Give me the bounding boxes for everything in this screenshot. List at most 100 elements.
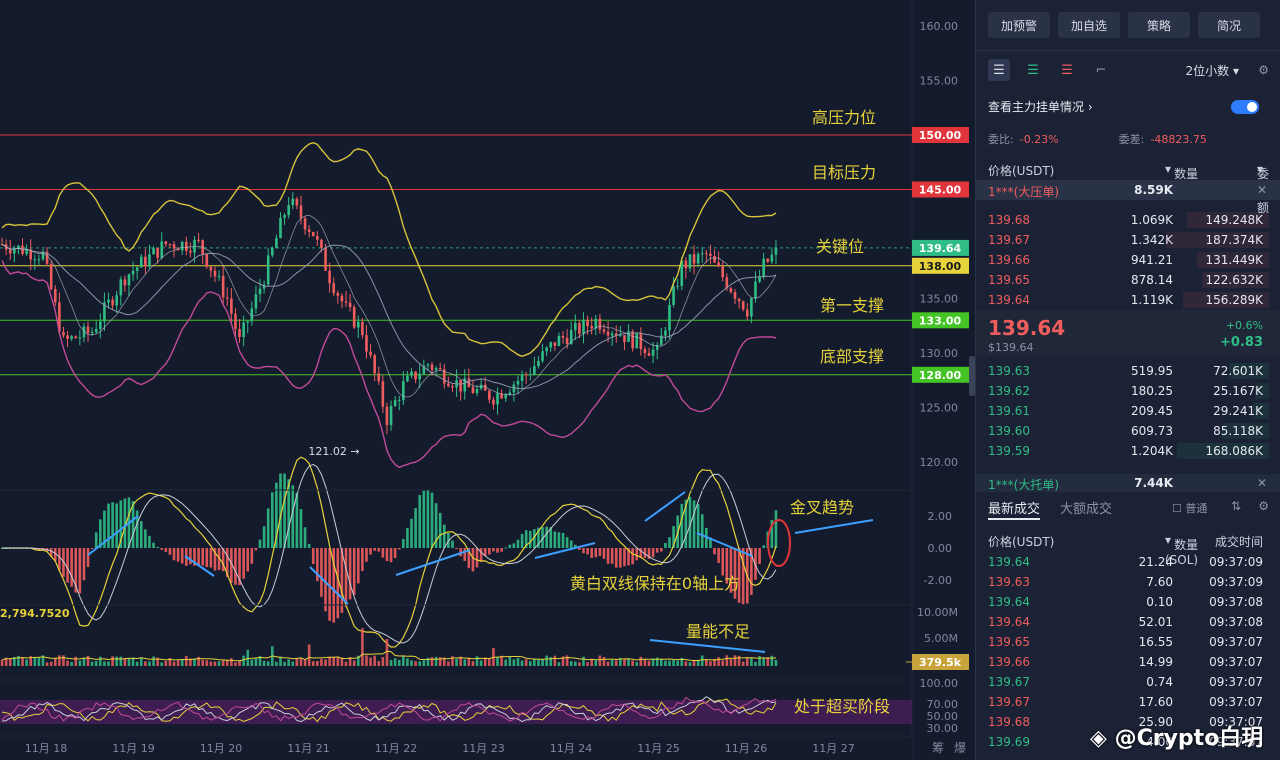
level-label: 目标压力 [812, 163, 876, 182]
candle-body [361, 321, 364, 336]
ask-row[interactable]: 139.68 1.069K 149.248K [976, 210, 1280, 230]
gear-icon[interactable]: ⚙ [1258, 63, 1269, 77]
strategy-button[interactable]: 策略 [1128, 12, 1190, 38]
tab-large-trades[interactable]: 大额成交 [1060, 502, 1113, 517]
overview-button[interactable]: 简况 [1198, 12, 1260, 38]
candle-body [291, 198, 295, 206]
bid-row[interactable]: 139.59 1.204K 168.086K [976, 441, 1280, 461]
macd-bar [332, 548, 336, 623]
candle-body [328, 270, 331, 284]
volume-bar [164, 660, 168, 666]
volume-bar [467, 658, 471, 666]
macd-bar [393, 548, 397, 558]
sort-icon[interactable]: ⇅ [1231, 499, 1242, 513]
macd-bar [492, 548, 495, 552]
macd-bar [524, 530, 528, 548]
candle-body [508, 392, 512, 395]
volume-bar [328, 656, 331, 666]
book-bids-icon[interactable]: ☰ [1027, 62, 1039, 78]
change-absolute: +0.83 [1220, 335, 1263, 350]
volume-bar [475, 656, 479, 666]
macd-bar [627, 548, 630, 566]
candlestick-chart[interactable]: 160.00155.00140.00135.00130.00125.00120.… [0, 0, 975, 760]
macd-bar [37, 548, 41, 551]
bid-amount: 168.086K [1205, 444, 1264, 458]
macd-bar [590, 548, 593, 559]
ask-row[interactable]: 139.65 878.14 122.632K [976, 270, 1280, 290]
close-icon[interactable]: ✕ [1256, 476, 1267, 490]
volume-bar [496, 656, 499, 666]
bid-row[interactable]: 139.62 180.25 25.167K [976, 381, 1280, 401]
col-qty[interactable]: 数量 (SOL) ▾ [1165, 162, 1198, 196]
macd-bar [205, 548, 209, 568]
macd-bar [324, 548, 327, 612]
ask-row[interactable]: 139.67 1.342K 187.374K [976, 230, 1280, 250]
volume-bar [651, 658, 655, 666]
macd-bar [721, 548, 725, 576]
trade-col-qty[interactable]: 数量(SOL) ▾ [1164, 533, 1199, 567]
ask-row[interactable]: 139.64 1.119K 156.289K [976, 290, 1280, 310]
level-tag-text: 133.00 [919, 314, 962, 327]
book-expand-icon[interactable]: ⌐ [1095, 62, 1107, 78]
macd-bar [729, 548, 733, 593]
volume-bar [705, 659, 708, 666]
volume-bar [684, 661, 688, 666]
main-orders-row[interactable]: 查看主力挂单情况 › [988, 98, 1269, 115]
chart-area[interactable]: 160.00155.00140.00135.00130.00125.00120.… [0, 0, 975, 760]
candle-body [344, 301, 348, 303]
add-watchlist-button[interactable]: 加自选 [1058, 12, 1120, 38]
candle-body [627, 331, 630, 342]
tab-latest-trades[interactable]: 最新成交 [988, 502, 1041, 517]
candle-body [242, 322, 245, 338]
bid-row[interactable]: 139.60 609.73 85.118K [976, 421, 1280, 441]
volume-bar [180, 659, 184, 666]
trade-price: 139.64 [988, 595, 1030, 609]
precision-select[interactable]: 2位小数 ▾ [1185, 63, 1239, 78]
macd-bar [467, 548, 471, 569]
candle-body [713, 255, 716, 263]
volume-bar [4, 657, 8, 666]
macd-bar [639, 548, 643, 559]
depth-bar [1202, 272, 1269, 288]
volume-bar [635, 662, 639, 666]
macd-bar [348, 548, 352, 600]
ask-row[interactable]: 139.66 941.21 131.449K [976, 250, 1280, 270]
action-buttons: 加预警 加自选 策略 简况 [988, 12, 1260, 38]
depth-bar [1187, 212, 1269, 228]
bollinger-lower [1, 260, 777, 469]
candle-body [295, 198, 299, 206]
trade-time: 09:37:07 [1209, 655, 1263, 669]
candle-body [29, 249, 33, 260]
candle-body [635, 333, 639, 349]
main-orders-toggle[interactable] [1231, 99, 1259, 114]
book-header: 价格(USDT) 数量 (SOL) ▾ 委托额 ▾ [976, 159, 1280, 215]
bid-row[interactable]: 139.63 519.95 72.601K [976, 361, 1280, 381]
close-icon[interactable]: ✕ [1256, 183, 1267, 197]
macd-bar [488, 548, 491, 555]
trade-row: 139.67 17.60 09:37:07 [976, 692, 1280, 712]
volume-bar [144, 661, 147, 666]
normal-checkbox[interactable]: ☐ 普通 [1172, 502, 1208, 515]
candle-body [639, 333, 643, 350]
book-asks-icon[interactable]: ☰ [1061, 62, 1073, 78]
big-ask-row[interactable]: 1***(大压单) 8.59K ✕ [976, 180, 1280, 200]
ask-qty: 1.119K [1130, 293, 1173, 307]
trade-row: 139.63 7.60 09:37:09 [976, 572, 1280, 592]
volume-bar [82, 657, 86, 666]
volume-bar [745, 657, 749, 666]
add-alert-button[interactable]: 加预警 [988, 12, 1050, 38]
gear-icon[interactable]: ⚙ [1258, 499, 1269, 513]
level-tag-text: 139.64 [919, 242, 962, 255]
candle-body [574, 323, 577, 330]
trade-price: 139.65 [988, 635, 1030, 649]
candle-body [209, 266, 213, 271]
volume-bar [279, 656, 282, 666]
candle-body [533, 366, 536, 375]
col-amount[interactable]: 委托额 ▾ [1256, 162, 1269, 215]
book-both-icon[interactable]: ☰ [988, 59, 1010, 81]
big-bid-row[interactable]: 1***(大托单) 7.44K ✕ [976, 474, 1280, 492]
volume-bar [643, 658, 647, 666]
bid-row[interactable]: 139.61 209.45 29.241K [976, 401, 1280, 421]
candle-body [619, 335, 622, 337]
macd-bar [586, 548, 589, 555]
